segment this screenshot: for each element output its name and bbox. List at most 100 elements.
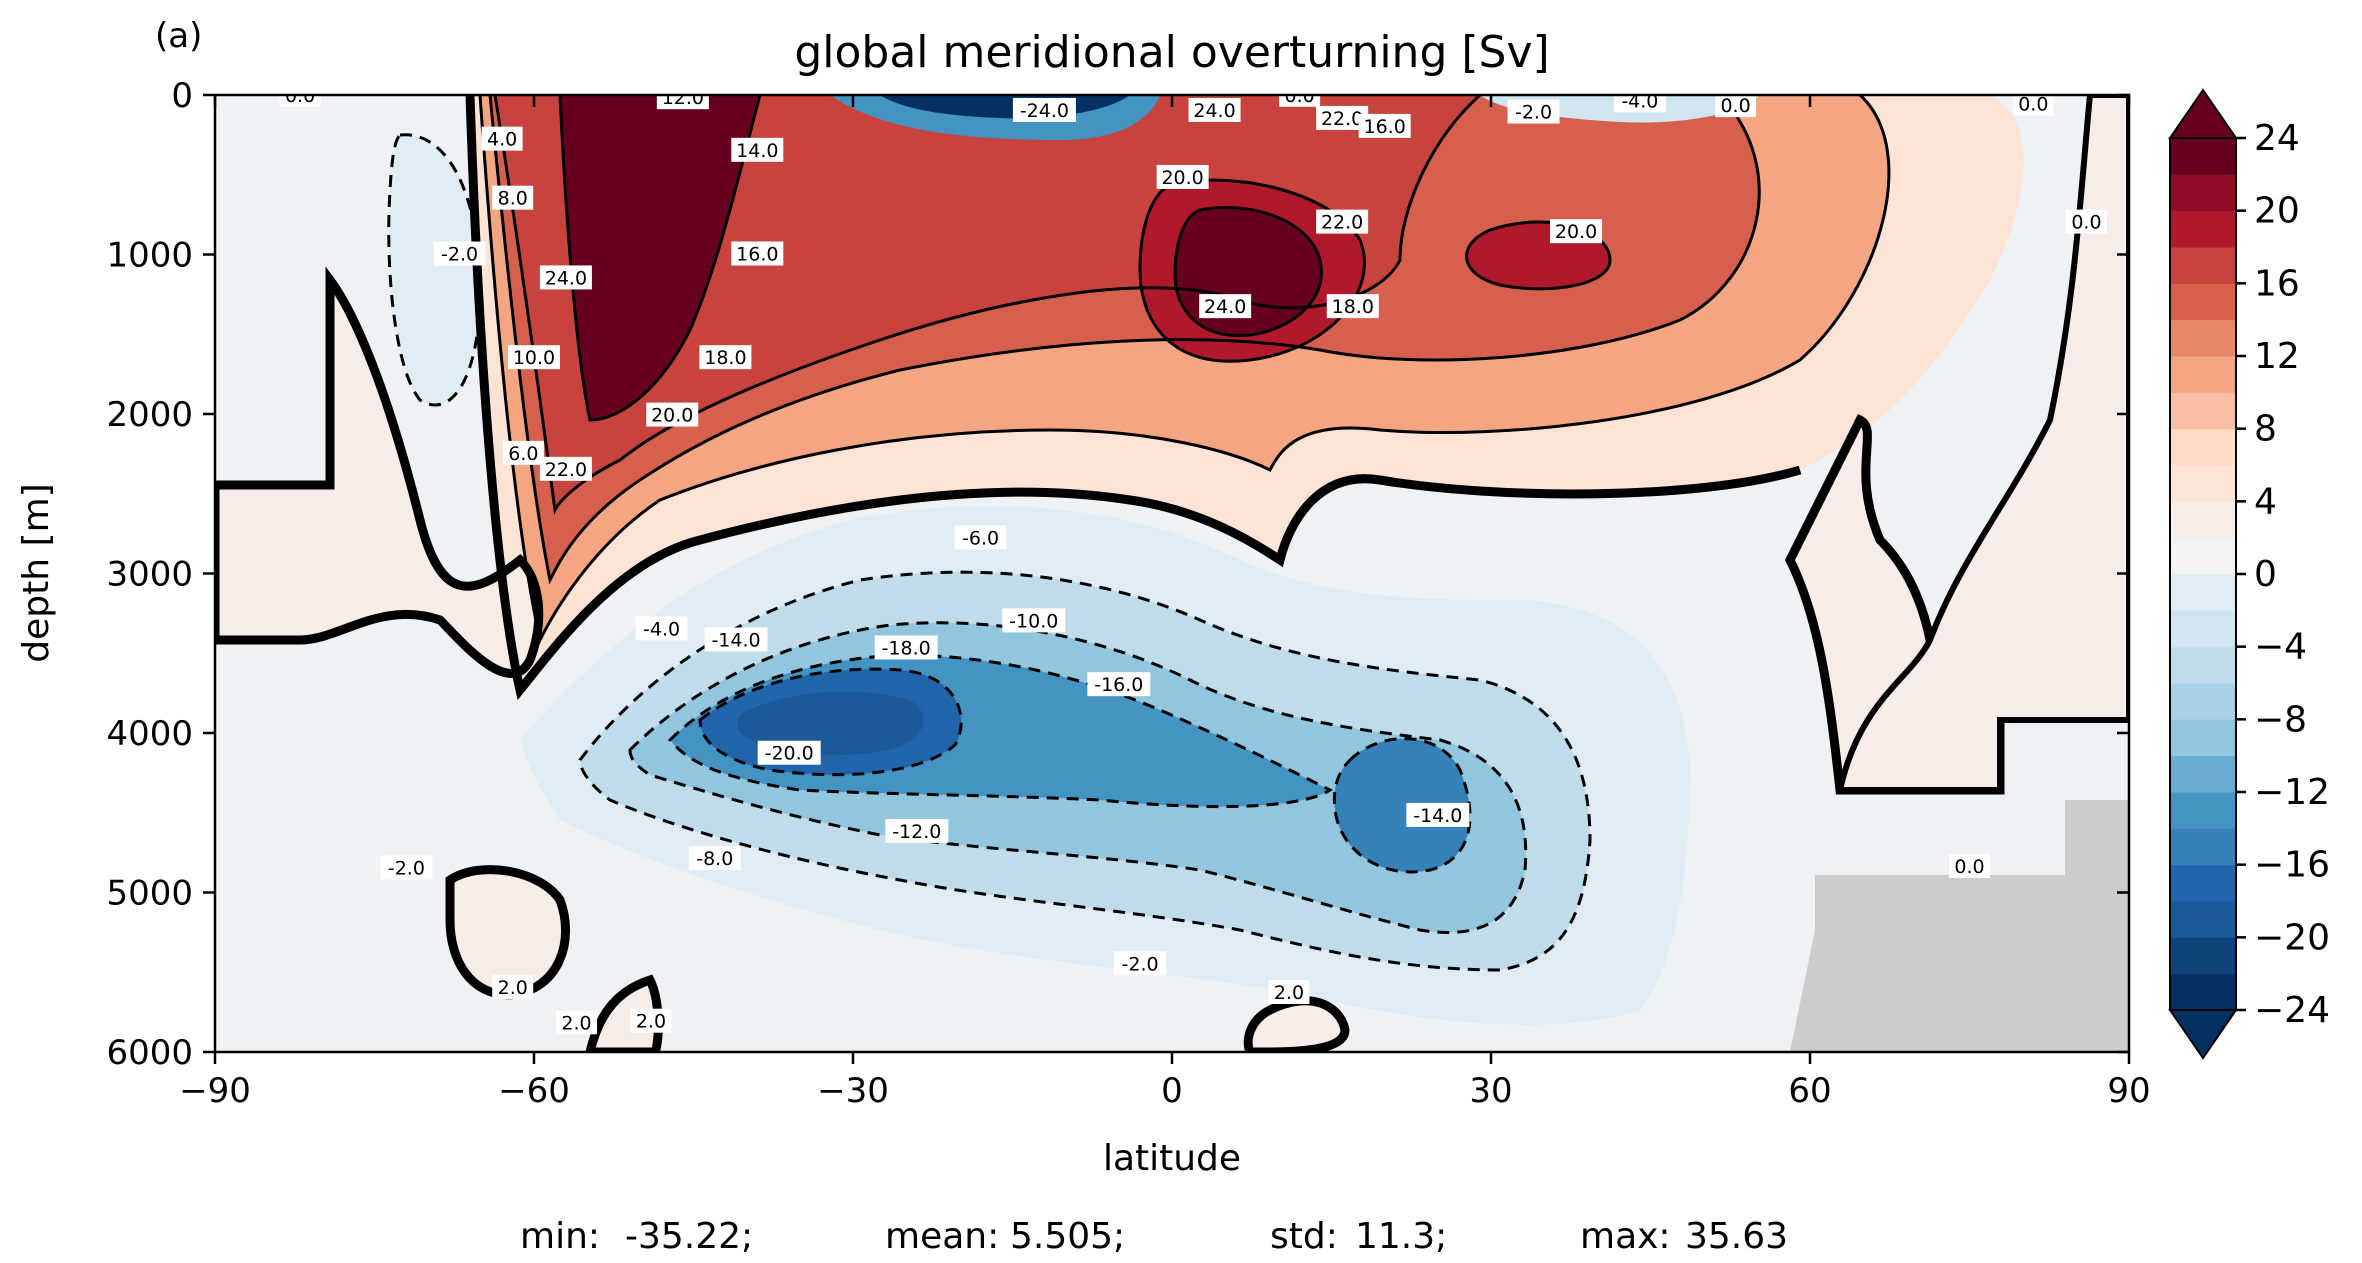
colorbar-segment <box>2170 210 2236 248</box>
contour-label-bg <box>508 345 560 370</box>
contour-label: 12.0 <box>656 95 709 110</box>
y-axis-label: depth [m] <box>16 483 57 662</box>
colorbar-segment <box>2170 792 2236 829</box>
colorbar-segment <box>2170 719 2236 757</box>
contour-label-text: 20.0 <box>1555 221 1597 243</box>
contour-label: 14.0 <box>731 137 784 162</box>
contour-label-text: -18.0 <box>882 637 931 659</box>
contour-label-text: 20.0 <box>1161 167 1203 189</box>
colorbar-segment <box>2170 864 2236 902</box>
contour-label-bg <box>656 95 709 110</box>
contour-label: 2.0 <box>1268 979 1310 1004</box>
contour-label: 18.0 <box>699 345 752 370</box>
contour-line-north-core <box>1138 178 1366 363</box>
contour-label-bg <box>433 241 486 266</box>
contour-label-text: 10.0 <box>513 347 555 369</box>
southern-ocean-shelf <box>215 266 544 678</box>
contour-label-text: -2.0 <box>1515 102 1552 124</box>
contour-line-south-core <box>558 95 762 422</box>
contour-label: 0.0 <box>2012 95 2054 116</box>
contour-label-bg <box>688 846 741 871</box>
contour-label-bg <box>731 137 784 162</box>
colorbar-segment <box>2170 319 2236 357</box>
dashed-line-neg-4 <box>698 667 963 777</box>
contour-label-bg <box>492 185 534 210</box>
contour-label-text: -2.0 <box>441 244 478 266</box>
contour-label-text: -12.0 <box>892 821 941 843</box>
chart-title: global meridional overturning [Sv] <box>794 27 1549 78</box>
dashed-line-west-lens <box>387 133 482 407</box>
y-tick-label: 2000 <box>106 395 193 435</box>
contour-lines <box>478 95 1891 645</box>
contour-line-pos-1 <box>478 95 1891 645</box>
southern-cell-core <box>560 95 760 420</box>
contour-label-text: -2.0 <box>1122 953 1159 975</box>
contour-label-text: -10.0 <box>1009 610 1058 632</box>
colorbar-segment <box>2170 392 2236 430</box>
eastern-basin-land <box>1836 95 2129 793</box>
contour-label-text: 22.0 <box>545 459 587 481</box>
contour-label-text: -8.0 <box>696 848 733 870</box>
contour-label-text: -20.0 <box>765 743 814 765</box>
colorbar-segment <box>2170 937 2236 975</box>
colorbar-segment <box>2170 465 2236 502</box>
colorbar-tick-label: 20 <box>2254 191 2300 232</box>
contour-label-text: -14.0 <box>711 629 760 651</box>
contour-label: -20.0 <box>757 740 821 765</box>
contour-label-text: 16.0 <box>736 244 778 266</box>
colorbar-segment <box>2170 174 2236 212</box>
contour-label: 16.0 <box>1358 113 1411 138</box>
colorbar-segment <box>2170 247 2236 284</box>
stats-max-label: max: <box>1580 1216 1671 1257</box>
contour-label: 2.0 <box>630 1008 672 1033</box>
contour-label: -2.0 <box>380 855 433 880</box>
contour-label: 20.0 <box>1550 219 1603 244</box>
colorbar-segment <box>2170 973 2236 1011</box>
contour-label-text: 2.0 <box>561 1012 591 1034</box>
contour-label-bg <box>556 1010 598 1035</box>
contour-label: 20.0 <box>1156 164 1209 189</box>
colorbar-tick-label: −20 <box>2254 917 2330 958</box>
contour-label-text: 22.0 <box>1321 108 1363 130</box>
contour-label-bg <box>1316 209 1369 234</box>
contour-label-bg <box>885 818 949 843</box>
contour-label-bg <box>1087 672 1151 697</box>
zero-contour-main <box>465 95 1802 701</box>
contour-label-text: -4.0 <box>1621 90 1658 112</box>
contour-label-bg <box>699 345 752 370</box>
y-tick-label: 1000 <box>106 236 193 276</box>
contour-label: -2.0 <box>1507 99 1560 124</box>
contour-label-text: -4.0 <box>643 618 680 640</box>
contour-label-bg <box>2065 209 2107 234</box>
contour-label: 10.0 <box>508 345 560 370</box>
contour-label-bg <box>1268 979 1310 1004</box>
contour-label-text: -14.0 <box>1413 805 1462 827</box>
contour-label-text: 2.0 <box>1274 982 1304 1004</box>
contour-label-text: 2.0 <box>636 1011 666 1033</box>
contour-label-bg <box>539 456 592 481</box>
contour-label-text: 24.0 <box>1193 100 1235 122</box>
contour-label: 0.0 <box>1715 95 1757 118</box>
contour-label-bg <box>481 126 523 151</box>
contour-label-text: 2.0 <box>498 977 528 999</box>
contour-label-bg <box>757 740 821 765</box>
contour-label: -8.0 <box>688 846 741 871</box>
contour-label-bg <box>1613 95 1666 113</box>
contour-label-text: 8.0 <box>498 188 528 210</box>
stats-min-label: min: <box>520 1216 600 1257</box>
y-tick-label: 6000 <box>106 1033 193 1073</box>
deep-land-patch-3 <box>585 974 663 1052</box>
colorbar-tick-label: 8 <box>2254 409 2277 450</box>
contour-label: -2.0 <box>433 241 486 266</box>
y-tick-label: 5000 <box>106 874 193 914</box>
contour-label-text: 18.0 <box>704 347 746 369</box>
contour-label-bg <box>874 635 938 660</box>
contour-label: 24.0 <box>1199 294 1252 319</box>
contour-labels: 0.0 12.0 -24.0 24.0 22.0 0.0 -2.0 -4.0 0.0 0.0 4.0… <box>279 90 2107 1035</box>
x-axis: −90 −60 −30 0 30 60 90 <box>179 95 2151 1111</box>
contour-label-bg <box>954 525 1007 550</box>
deep-land-patch-1 <box>445 865 571 1000</box>
contour-label: 24.0 <box>539 265 592 290</box>
filled-contours <box>388 95 2024 1025</box>
